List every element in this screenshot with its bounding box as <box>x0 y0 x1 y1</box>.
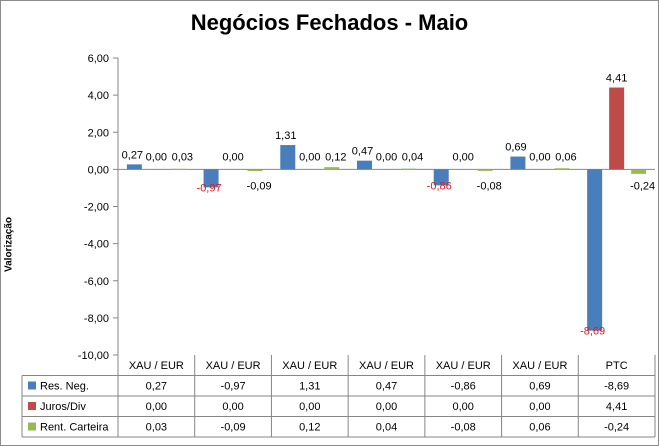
bar <box>247 169 263 172</box>
data-label: 0,12 <box>325 151 346 163</box>
data-label: 0,04 <box>402 151 423 163</box>
bar <box>357 160 372 170</box>
data-label: -0,09 <box>247 180 272 192</box>
legend-swatch <box>28 402 36 410</box>
x-category-label: XAU / EUR <box>359 360 414 372</box>
chart-title: Negócios Fechados - Maio <box>190 10 469 35</box>
table-cell-value: 1,31 <box>299 381 320 393</box>
data-label: -0,86 <box>427 180 452 192</box>
table-cell-value: -0,08 <box>451 422 476 434</box>
y-tick-label: 6,00 <box>88 53 109 65</box>
data-label: 0,00 <box>376 151 397 163</box>
table-cell-value: 0,00 <box>529 401 550 413</box>
table-cell-value: 4,41 <box>606 401 627 413</box>
table-cell-value: 0,27 <box>146 381 167 393</box>
x-category-label: XAU / EUR <box>436 360 491 372</box>
bar <box>433 169 449 186</box>
table-cell-value: 0,00 <box>299 401 320 413</box>
x-category-label: XAU / EUR <box>206 360 261 372</box>
table-cell-value: 0,04 <box>376 422 397 434</box>
data-label: 0,00 <box>222 151 243 163</box>
bar <box>401 168 416 170</box>
data-label: 0,47 <box>352 146 373 158</box>
y-tick-label: -8,00 <box>84 313 109 325</box>
y-tick-label: -2,00 <box>84 202 109 214</box>
data-label: 0,00 <box>146 151 167 163</box>
data-label: -0,24 <box>630 180 655 192</box>
bar <box>510 156 526 170</box>
table-cell-value: 0,69 <box>529 381 550 393</box>
bar <box>609 87 625 170</box>
y-tick-label: 2,00 <box>88 127 109 139</box>
legend-entry: Res. Neg. <box>40 381 89 393</box>
data-label: 4,41 <box>606 73 627 85</box>
data-label: -0,97 <box>197 182 222 194</box>
data-label: -8,69 <box>580 326 605 338</box>
bar <box>554 168 570 170</box>
data-label: 0,69 <box>505 142 526 154</box>
table-cell-value: 0,00 <box>146 401 167 413</box>
x-category-label: XAU / EUR <box>129 360 184 372</box>
data-label: 0,00 <box>529 151 550 163</box>
table-cell-value: 0,06 <box>529 422 550 434</box>
table-cell-value: -8,69 <box>604 381 629 393</box>
y-tick-label: -4,00 <box>84 239 109 251</box>
y-tick-label: -10,00 <box>78 350 109 362</box>
y-tick-label: 0,00 <box>88 164 109 176</box>
bar <box>324 167 340 170</box>
legend-entry: Juros/Div <box>40 401 86 413</box>
table-cell-value: 0,47 <box>376 381 397 393</box>
bar <box>170 168 186 170</box>
table-cell-value: 0,00 <box>453 401 474 413</box>
bar <box>203 169 219 188</box>
table-cell-value: 0,00 <box>376 401 397 413</box>
bar <box>126 164 142 170</box>
legend-swatch <box>28 422 36 431</box>
table-cell-value: -0,24 <box>604 422 629 434</box>
y-tick-label: 4,00 <box>88 90 109 102</box>
data-label: 0,03 <box>172 151 193 163</box>
y-tick-label: -6,00 <box>84 276 109 288</box>
table-cell-value: 0,00 <box>222 401 243 413</box>
bar <box>280 145 296 170</box>
bar <box>587 169 603 331</box>
legend-swatch <box>28 381 36 390</box>
data-label: -0,08 <box>477 180 502 192</box>
table-cell-value: -0,86 <box>451 381 476 393</box>
x-category-label: XAU / EUR <box>282 360 337 372</box>
table-cell-value: -0,97 <box>221 381 246 393</box>
table-cell-value: 0,03 <box>146 422 167 434</box>
legend-entry: Rent. Carteira <box>40 422 109 434</box>
table-cell-value: -0,09 <box>221 422 246 434</box>
table-cell-value: 0,12 <box>299 422 320 434</box>
x-category-label: XAU / EUR <box>512 360 567 372</box>
data-label: 1,31 <box>275 130 296 142</box>
data-label: 0,00 <box>299 151 320 163</box>
bar <box>631 169 647 174</box>
data-label: 0,00 <box>453 151 474 163</box>
data-label: 0,27 <box>122 149 143 161</box>
data-label: 0,06 <box>555 151 576 163</box>
bar <box>477 169 493 171</box>
x-category-label: PTC <box>606 360 628 372</box>
